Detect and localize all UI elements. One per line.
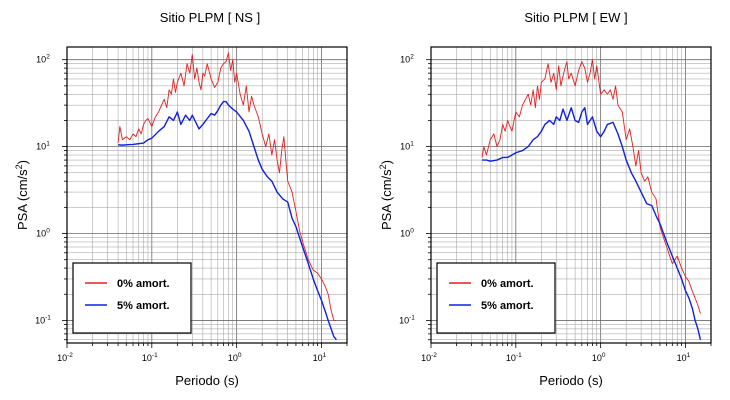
x-tick-label: 101 [313, 352, 327, 363]
legend-label: 5% amort. [117, 300, 170, 312]
tick-marks [426, 59, 712, 348]
legend-box [72, 262, 192, 334]
x-tick-label: 100 [228, 352, 242, 363]
y-tick-label: 102 [400, 54, 414, 65]
y-tick-label: 100 [400, 228, 414, 239]
chart-panel-ew: Sitio PLPM [ EW ] 10-2 10-1 100 101 10-1 100 10… [378, 10, 712, 388]
legend-label: 0% amort. [117, 278, 170, 290]
x-axis-label: Periodo (s) [175, 373, 239, 388]
series-line-amort-5 [118, 100, 337, 341]
y-tick-label: 101 [400, 141, 414, 152]
y-axis-label: PSA (cm/s2) [14, 160, 30, 230]
y-tick-label: 100 [36, 228, 50, 239]
chart-title: Sitio PLPM [ NS ] [160, 10, 260, 25]
x-axis-label: Periodo (s) [539, 373, 603, 388]
series-line-amort-0 [481, 59, 701, 314]
x-tick-label: 10-1 [506, 352, 522, 363]
series-line-amort-5 [482, 107, 702, 340]
x-tick-label: 100 [592, 352, 606, 363]
legend: 0% amort. 5% amort. [436, 262, 556, 334]
x-tick-label: 10-2 [421, 352, 437, 363]
y-tick-label: 10-1 [399, 314, 415, 325]
grid-lines [66, 47, 348, 343]
y-tick-label: 101 [36, 141, 50, 152]
y-tick-label: 102 [36, 54, 50, 65]
chart-panel-ns: Sitio PLPM [ NS ] 10-2 10-1 100 101 10-1 100 10… [14, 10, 348, 388]
plot-frame [66, 46, 348, 344]
tick-marks [62, 59, 348, 348]
x-tick-label: 101 [677, 352, 691, 363]
x-tick-label: 10-1 [142, 352, 158, 363]
legend-box [436, 262, 556, 334]
chart-title: Sitio PLPM [ EW ] [524, 10, 627, 25]
legend-label: 0% amort. [481, 278, 534, 290]
x-tick-label: 10-2 [57, 352, 73, 363]
legend: 0% amort. 5% amort. [72, 262, 192, 334]
y-axis-label: PSA (cm/s2) [378, 160, 394, 230]
plot-frame [430, 46, 712, 344]
legend-label: 5% amort. [481, 300, 534, 312]
series-line-amort-0 [117, 52, 337, 321]
y-tick-label: 10-1 [35, 314, 51, 325]
